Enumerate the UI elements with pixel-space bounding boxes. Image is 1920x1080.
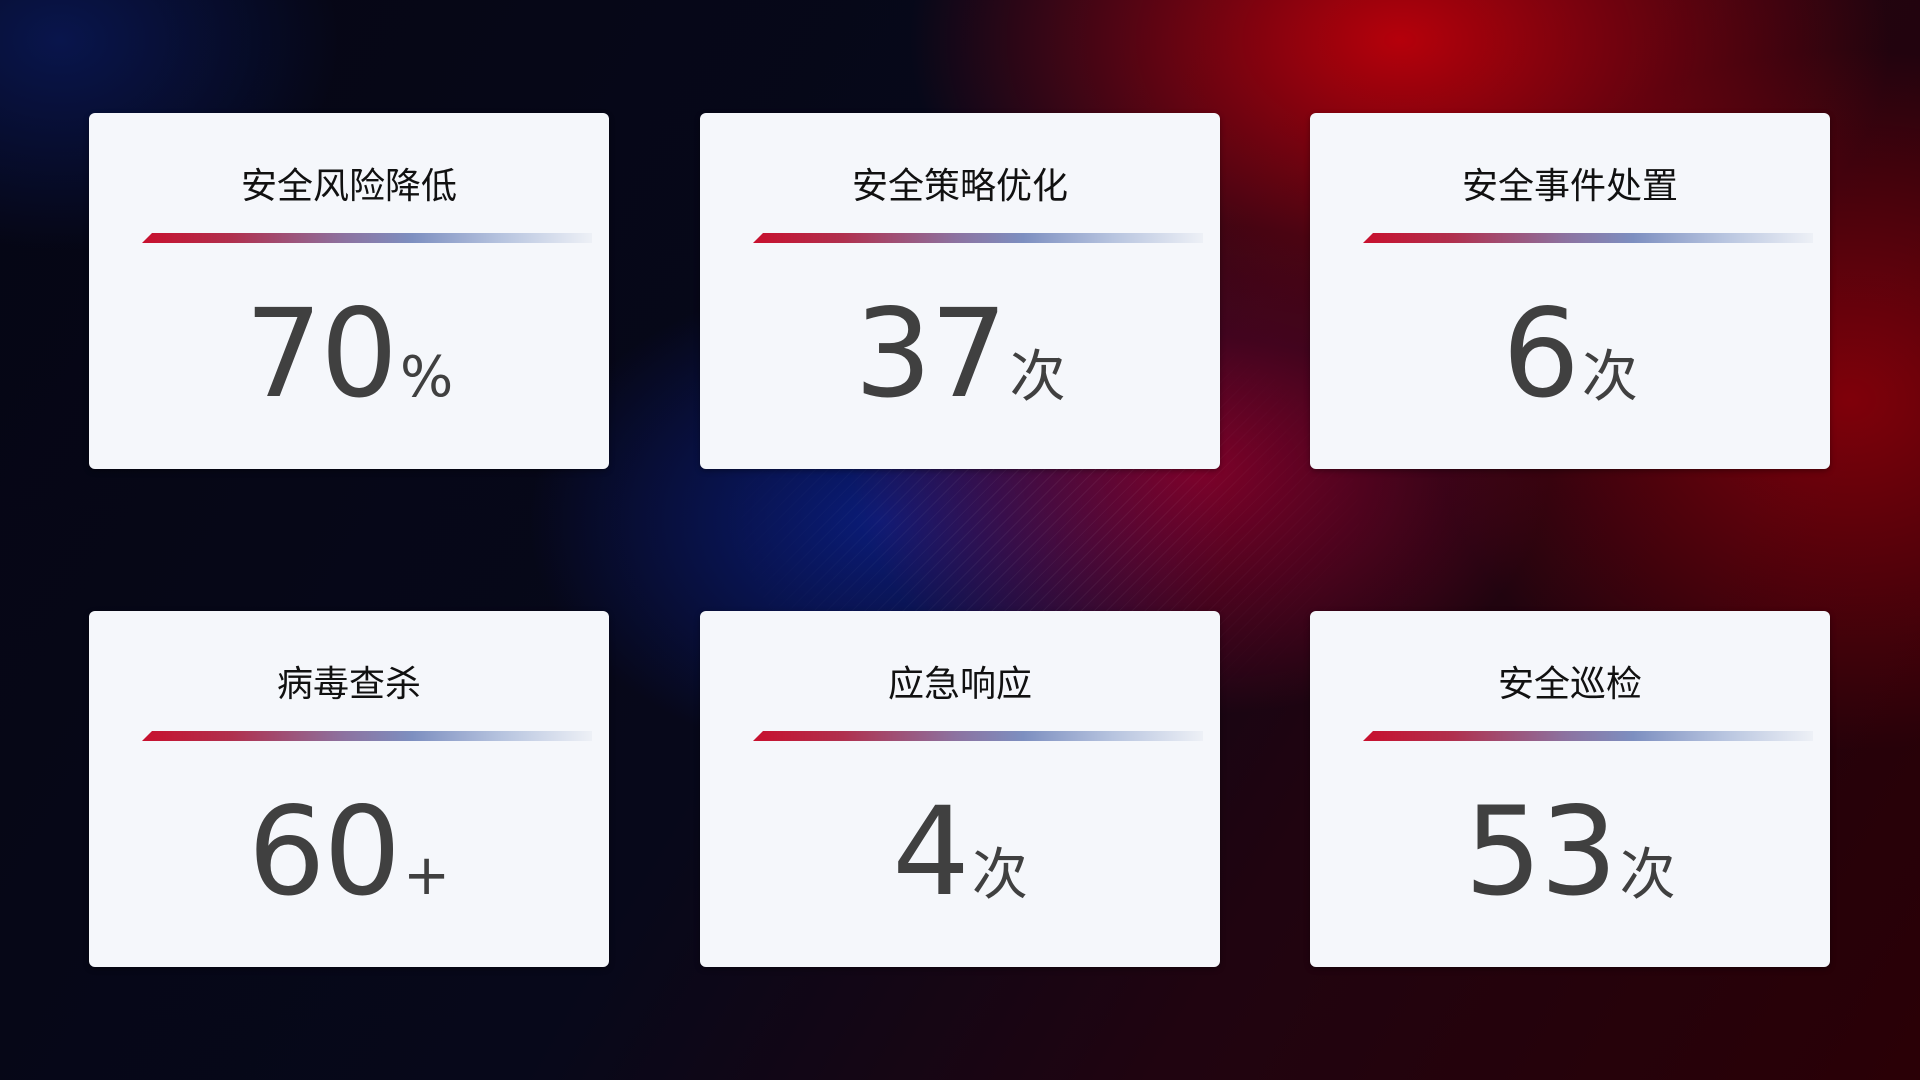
- value-number: 53: [1464, 781, 1617, 923]
- value-unit: 次: [1619, 843, 1676, 908]
- stat-card-policy-optimization: 安全策略优化 37次: [700, 113, 1220, 469]
- stat-card-security-inspection: 安全巡检 53次: [1310, 611, 1830, 967]
- stat-card-incident-handling: 安全事件处置 6次: [1310, 113, 1830, 469]
- value-number: 70: [244, 283, 398, 425]
- value-unit: 次: [1581, 345, 1638, 410]
- card-value: 70%: [89, 283, 609, 425]
- card-value: 53次: [1310, 781, 1830, 923]
- value-number: 6: [1502, 283, 1580, 425]
- stat-card-virus-removal: 病毒查杀 60+: [89, 611, 609, 967]
- card-title: 病毒查杀: [276, 664, 421, 705]
- card-value: 6次: [1310, 283, 1830, 425]
- value-number: 60: [247, 781, 401, 923]
- value-unit: 次: [1009, 345, 1066, 410]
- value-number: 4: [892, 781, 970, 923]
- card-title: 安全风险降低: [240, 166, 457, 207]
- card-value: 37次: [700, 283, 1220, 425]
- gradient-divider: [1363, 731, 1813, 741]
- value-number: 37: [854, 283, 1007, 425]
- value-unit: +: [403, 843, 451, 908]
- card-value: 4次: [700, 781, 1220, 923]
- gradient-divider: [1363, 233, 1813, 243]
- card-title: 安全巡检: [1497, 664, 1642, 705]
- card-value: 60+: [89, 781, 609, 923]
- stat-card-risk-reduction: 安全风险降低 70%: [89, 113, 609, 469]
- stat-card-emergency-response: 应急响应 4次: [700, 611, 1220, 967]
- value-unit: 次: [971, 843, 1028, 908]
- gradient-divider: [753, 731, 1203, 741]
- value-unit: %: [400, 345, 454, 410]
- gradient-divider: [753, 233, 1203, 243]
- gradient-divider: [142, 731, 592, 741]
- card-title: 安全策略优化: [851, 166, 1068, 207]
- card-title: 应急响应: [887, 664, 1032, 705]
- gradient-divider: [142, 233, 592, 243]
- card-title: 安全事件处置: [1461, 166, 1678, 207]
